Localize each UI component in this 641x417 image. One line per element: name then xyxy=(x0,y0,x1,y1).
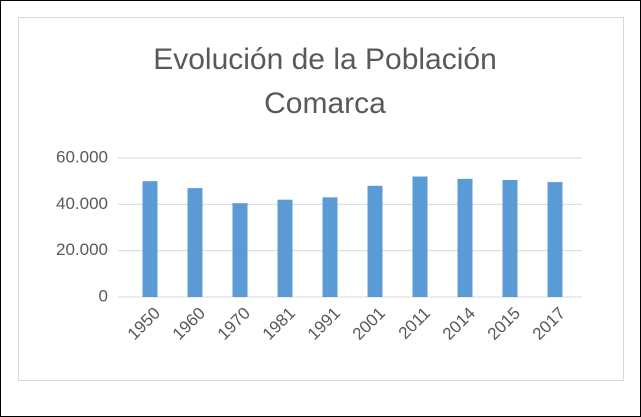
bar xyxy=(502,180,518,297)
y-tick-label: 20.000 xyxy=(56,240,108,259)
chart-title: Evolución de la Población Comarca xyxy=(153,43,497,120)
chart-frame xyxy=(18,17,624,381)
y-tick-label: 40.000 xyxy=(56,194,108,213)
bar xyxy=(322,197,338,297)
bar xyxy=(232,203,248,297)
bar xyxy=(412,176,428,297)
bar xyxy=(187,188,203,297)
bar xyxy=(277,199,293,297)
bar xyxy=(547,182,563,297)
y-tick-label: 60.000 xyxy=(56,147,108,166)
bar xyxy=(457,178,473,297)
bar xyxy=(142,181,158,297)
y-tick-label: 0 xyxy=(99,286,108,305)
bar xyxy=(367,185,383,297)
